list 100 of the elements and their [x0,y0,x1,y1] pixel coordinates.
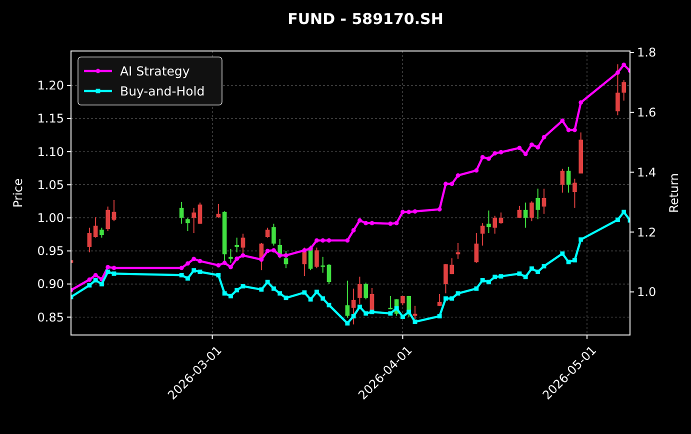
candlestick [87,227,92,253]
legend-label: Buy-and-Hold [120,83,205,98]
point [284,296,288,300]
point [523,152,528,156]
point [622,210,626,214]
candlestick [100,227,104,238]
point [87,277,92,282]
candlestick [112,199,116,222]
point [437,207,442,212]
point [450,182,454,186]
candlestick [456,242,460,260]
candlestick [492,215,498,234]
line-series [71,62,630,292]
point [560,251,565,256]
point [198,270,202,274]
point [578,237,584,242]
point [364,220,368,226]
point [456,173,460,178]
point [284,253,288,258]
point [345,238,350,243]
candlestick [358,276,362,304]
point [523,274,528,280]
point [616,70,620,75]
candlestick [179,201,184,224]
point [186,276,190,281]
point [192,256,196,262]
candlestick [523,202,528,228]
candlestick [474,232,479,264]
point [394,220,399,226]
point [320,296,326,301]
point [240,253,246,258]
point [198,258,202,264]
candlestick [198,202,202,224]
point [259,287,264,292]
point [536,270,540,274]
point [240,284,246,288]
point [474,286,479,291]
point [314,238,319,243]
candlestick [192,207,196,234]
y-tick-label: 0.90 [37,277,64,292]
point [400,210,405,214]
point [498,150,504,154]
point [394,306,399,311]
point [278,253,282,258]
point [234,288,240,292]
point [444,182,448,186]
point [542,134,546,140]
candlestick [364,282,368,300]
point [222,291,227,296]
point [326,302,332,308]
point [302,248,307,253]
y2-tick-label: 1.8 [637,46,656,60]
point [480,278,485,282]
point [388,221,393,226]
point [572,258,577,262]
candlestick [622,80,626,102]
candlestick [186,217,190,232]
point [351,228,356,232]
point [87,283,92,288]
point [616,218,620,222]
point [93,272,98,278]
candlestick [284,250,288,269]
point [106,264,110,270]
candlestick [326,264,332,285]
point [400,314,405,319]
candlestick [530,200,534,222]
point [358,218,362,223]
candlestick [320,256,326,274]
point [536,145,540,150]
y-tick-label: 0.85 [37,310,64,324]
point [234,256,240,261]
point [302,290,307,295]
candlestick [265,227,270,238]
point [228,294,233,298]
point [112,266,116,270]
y-tick-label: 1.00 [37,211,64,226]
point [388,311,393,316]
candlestick [314,247,319,269]
point [216,263,221,268]
point [498,274,504,279]
point [486,156,491,161]
point [572,128,577,132]
point [265,248,270,254]
point [179,272,184,278]
point [530,142,534,147]
point [578,100,584,105]
y2-tick-label: 1.4 [637,165,656,180]
point [222,260,227,266]
point [100,282,104,286]
candlestick [486,210,491,234]
point [106,270,110,274]
y2-tick-label: 1.0 [637,285,656,300]
y-tick-label: 0.95 [37,244,64,258]
legend-label: AI Strategy [120,63,190,78]
point [326,238,332,243]
point [456,291,460,296]
point [486,280,491,284]
point [517,146,522,150]
y2-tick-label: 1.2 [637,225,656,240]
y-axis-title: Price [11,178,25,208]
